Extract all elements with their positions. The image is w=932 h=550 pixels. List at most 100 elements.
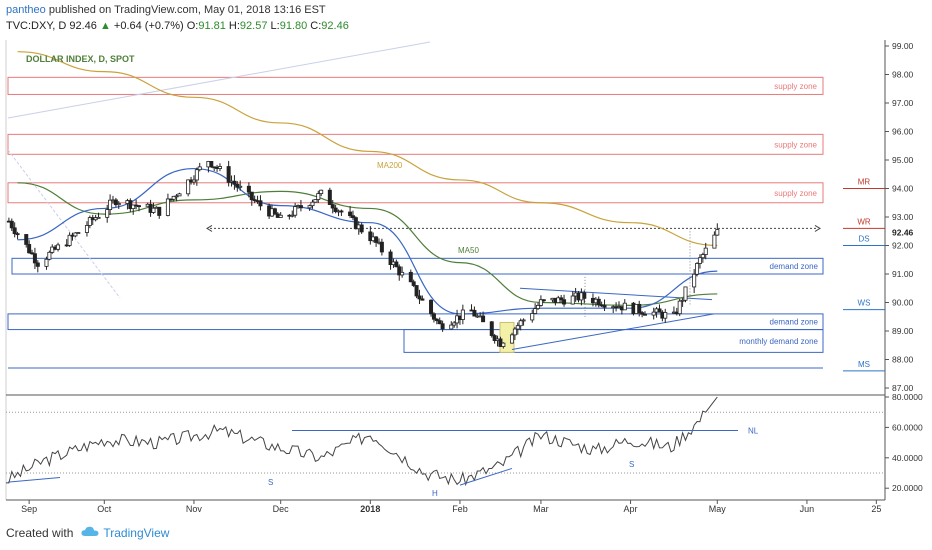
candle-body (449, 324, 454, 330)
osc-trendline-2 (459, 467, 513, 486)
candle-body (683, 286, 688, 301)
candle-body (536, 304, 541, 309)
ma200-label: MA200 (377, 161, 403, 170)
symbol-label: TVC:DXY, D (6, 20, 67, 32)
publish-line: pantheo published on TradingView.com, Ma… (6, 4, 326, 16)
candle-body (217, 166, 222, 169)
price-axis-label: 94.00 (892, 184, 914, 194)
candle-body (703, 247, 708, 255)
low-value: 91.80 (279, 20, 308, 32)
candle-body (651, 311, 656, 316)
candle-body (116, 203, 121, 206)
candle-body (353, 217, 358, 230)
candle-body (76, 232, 81, 234)
supply-zone-label: supply zone (774, 189, 817, 198)
candle-body (538, 299, 543, 306)
change-arrow-icon: ▲ (99, 20, 111, 32)
candle-body (530, 313, 535, 321)
author-link[interactable]: pantheo (6, 4, 46, 16)
price-axis-label: 95.00 (892, 155, 914, 165)
candle-body (171, 195, 176, 200)
candle-body (293, 206, 298, 216)
candle-body (452, 322, 457, 326)
time-axis-label: Dec (273, 504, 290, 514)
candle-body (137, 205, 142, 208)
candle-body (460, 309, 465, 320)
candle-body (249, 191, 254, 201)
candle-body (541, 299, 546, 302)
key-level-label: WR (857, 217, 871, 226)
candle-body (374, 236, 379, 243)
faint-trendline-2 (7, 149, 121, 299)
neckline-label: NL (748, 426, 759, 435)
osc-trendline (7, 477, 61, 483)
arrow-right-icon (814, 224, 821, 232)
time-axis-label: May (709, 504, 727, 514)
osc-axis-label: 80.0000 (892, 392, 923, 402)
candle-body (319, 189, 324, 195)
candle-body (368, 231, 373, 242)
candle-body (197, 166, 202, 171)
candle-body (235, 183, 240, 188)
candle-body (400, 271, 405, 276)
candle-body (348, 211, 353, 217)
candle-body (35, 262, 40, 267)
price-axis-label: 87.00 (892, 383, 914, 393)
arrow-left-icon (206, 224, 213, 232)
ma200-line (17, 51, 718, 247)
oscillator-line (6, 396, 718, 487)
symbol-line: TVC:DXY, D 92.46 ▲ +0.64 (+0.7%) O:91.81… (6, 20, 349, 32)
footer: Created with TradingView (6, 526, 169, 540)
candle-body (32, 253, 37, 264)
candle-body (596, 298, 601, 306)
candle-body (657, 308, 662, 313)
candle-body (310, 201, 315, 207)
candle-body (272, 208, 277, 215)
candle-body (510, 334, 515, 344)
supply-zone-label: supply zone (774, 82, 817, 91)
supply-zone-box (7, 182, 824, 204)
candle-body (290, 214, 295, 217)
candle-body (330, 204, 335, 209)
tradingview-brand-link[interactable]: TradingView (103, 526, 170, 540)
candle-body (697, 257, 702, 264)
candle-body (278, 214, 283, 218)
time-axis-label: Sep (21, 504, 37, 514)
candle-body (9, 220, 14, 229)
chart-title: DOLLAR INDEX, D, SPOT (26, 54, 135, 64)
price-axis-label: 98.00 (892, 70, 914, 80)
candle-body (472, 309, 477, 317)
open-label: O: (186, 20, 199, 32)
candle-body (30, 252, 35, 255)
candle-body (226, 166, 231, 183)
candle-body (12, 227, 17, 235)
candle-body (191, 179, 196, 183)
candle-body (47, 251, 52, 260)
candle-body (715, 229, 720, 236)
candle-body (339, 210, 344, 213)
price-change: +0.64 (+0.7%) (113, 20, 184, 32)
candle-body (411, 281, 416, 286)
candle-body (307, 205, 312, 209)
candle-body (429, 299, 434, 315)
candle-body (67, 234, 72, 246)
price-axis-label: 90.00 (892, 298, 914, 308)
candle-body (388, 251, 393, 265)
candle-body (559, 297, 564, 301)
candle-body (556, 297, 561, 304)
supply-zone-box (7, 133, 824, 155)
candle-body (533, 308, 538, 314)
key-level-label: DS (858, 235, 869, 244)
candle-body (512, 328, 517, 336)
osc-axis-label: 20.0000 (892, 483, 923, 493)
price-axis-label: 97.00 (892, 98, 914, 108)
demand-zone-box (403, 329, 824, 353)
close-value: 92.46 (321, 20, 349, 32)
candle-body (15, 233, 20, 236)
candle-body (359, 224, 364, 233)
candle-body (87, 217, 92, 226)
price-axis-label: 93.00 (892, 212, 914, 222)
candle-body (489, 321, 494, 336)
faint-trendline (7, 41, 431, 119)
